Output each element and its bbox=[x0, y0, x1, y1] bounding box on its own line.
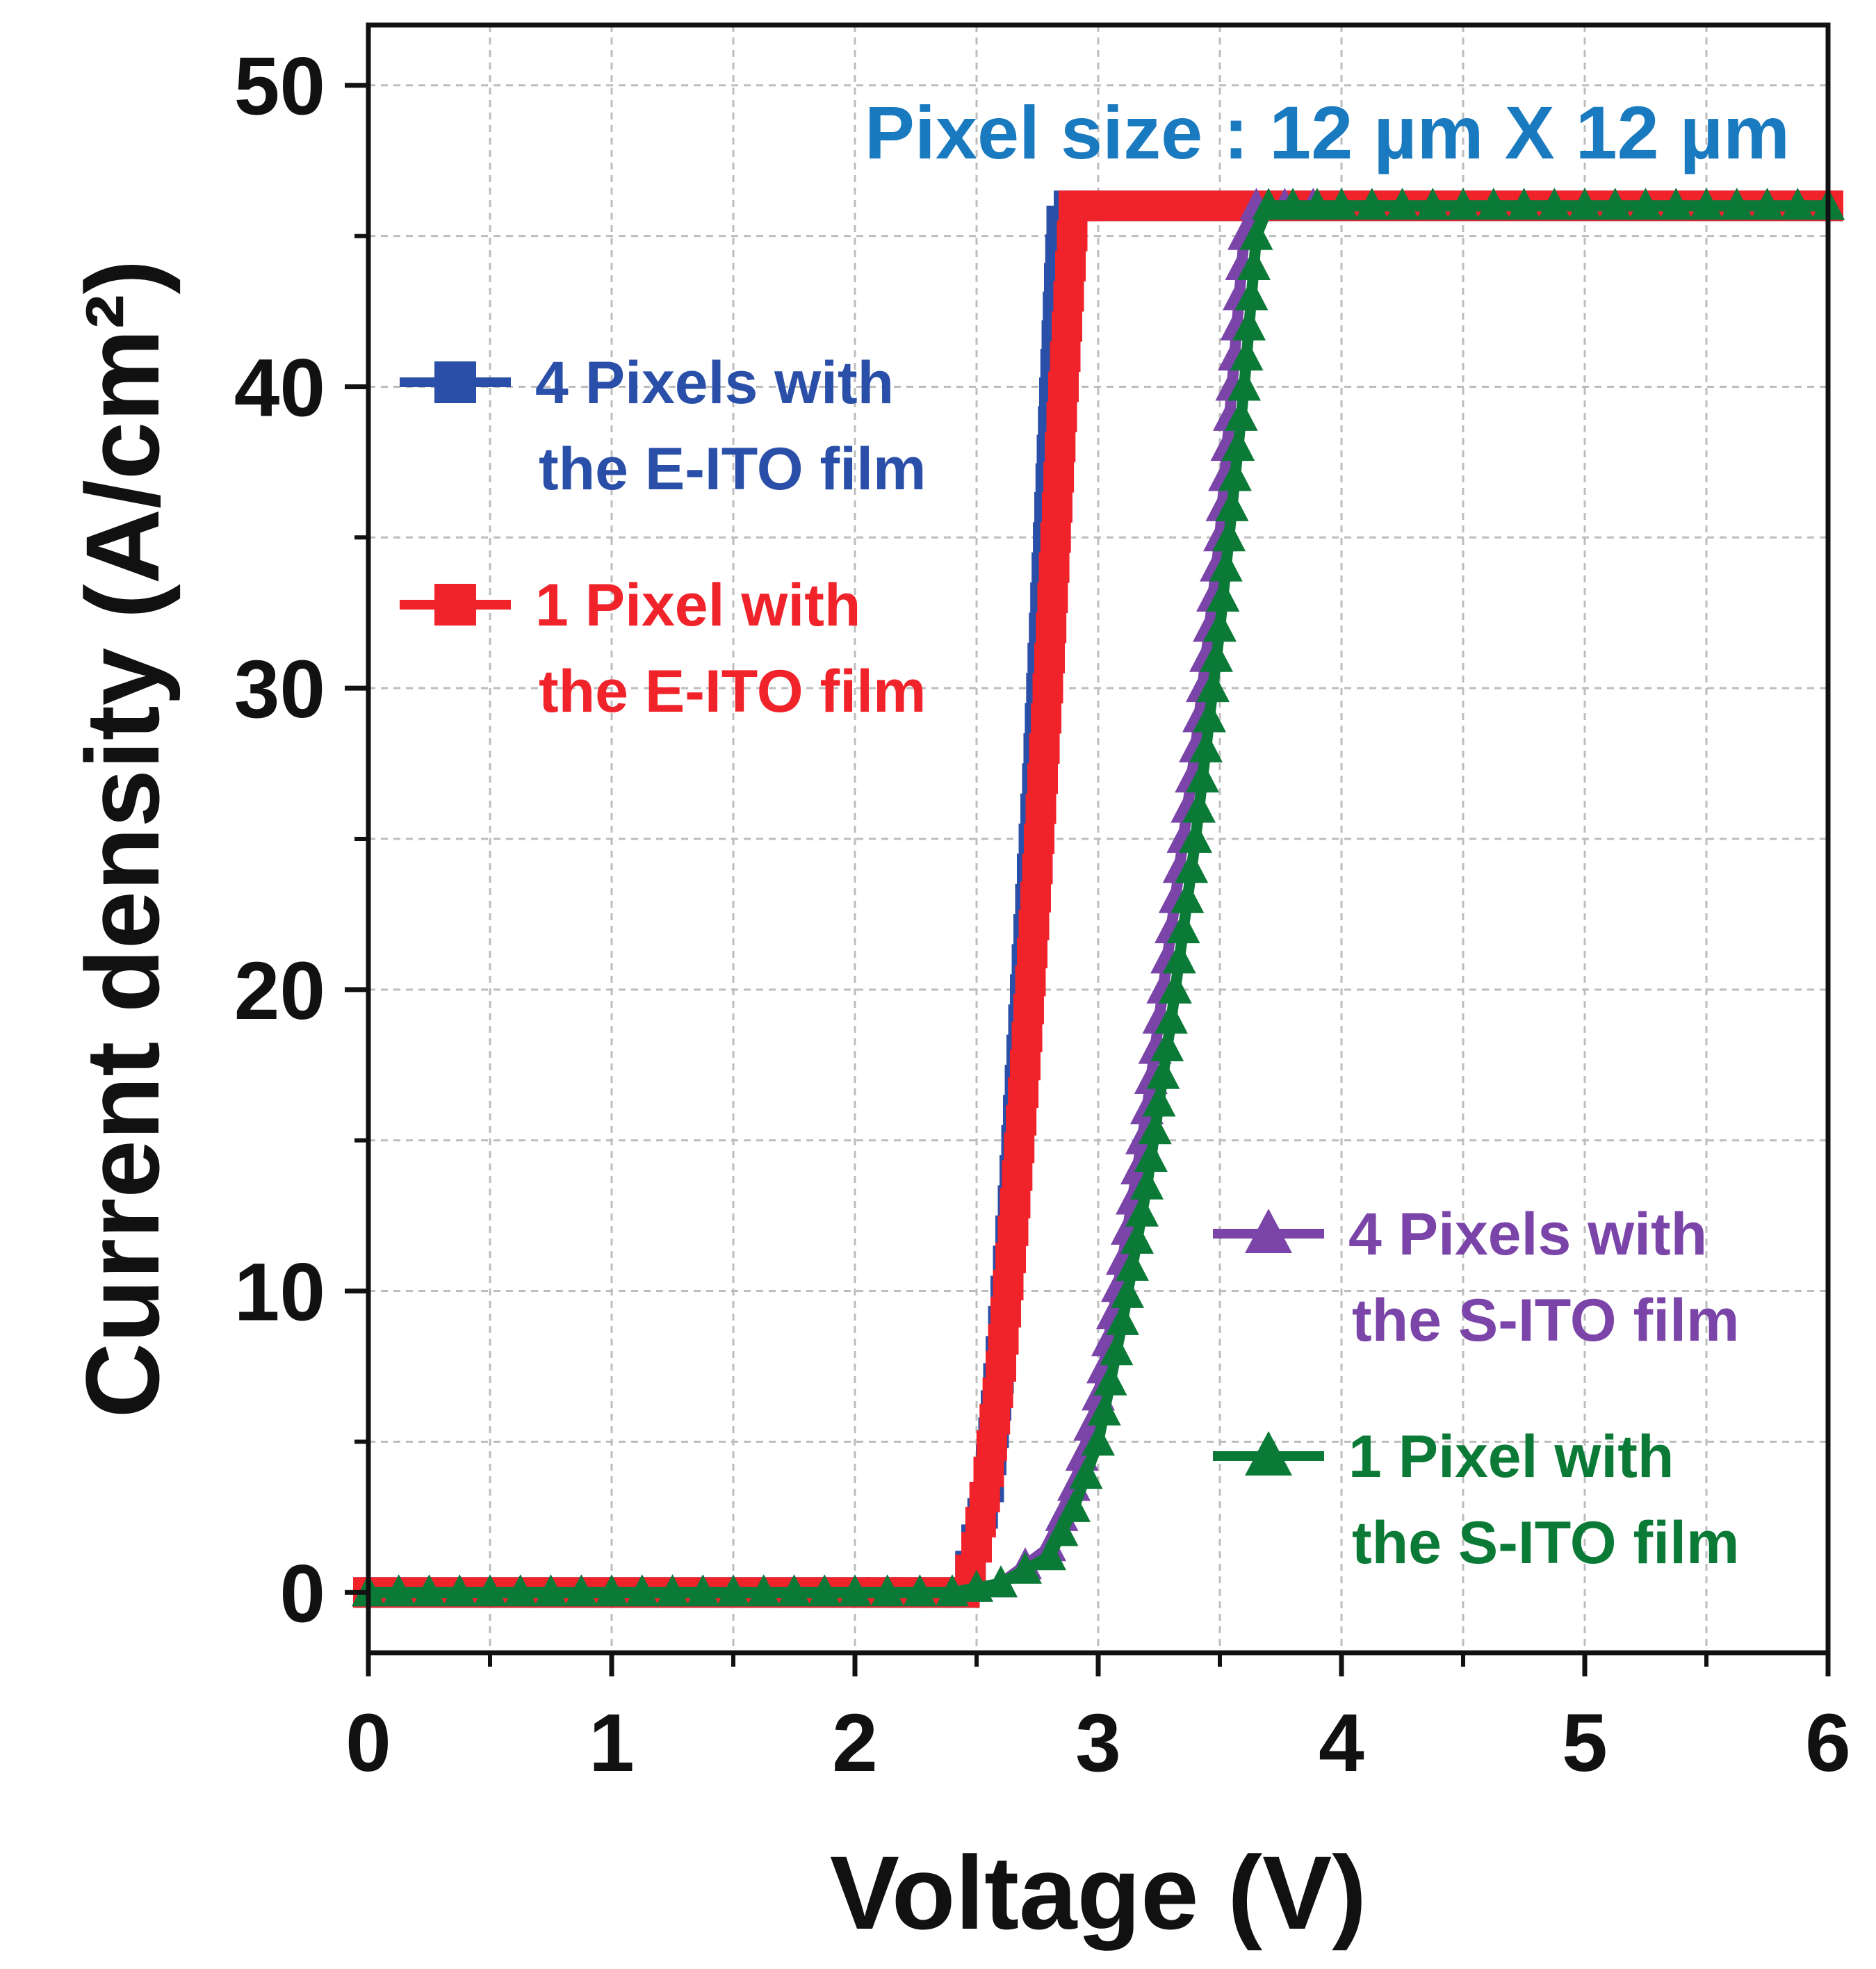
data-point bbox=[1008, 1077, 1038, 1108]
legend-entry-2: 1 Pixel with the E-ITO film bbox=[400, 572, 926, 725]
data-point bbox=[1010, 1049, 1041, 1080]
data-point bbox=[1000, 1188, 1030, 1218]
legend-label: the E-ITO film bbox=[539, 436, 926, 503]
data-point bbox=[1048, 371, 1079, 402]
legend-entry-1: 4 Pixels with the E-ITO film bbox=[400, 350, 926, 503]
data-point bbox=[1019, 910, 1050, 940]
chart: 0 1 2 3 4 5 6 0 10 20 30 40 50 Pixel size : 12 µm X … bbox=[0, 0, 1876, 1969]
data-point bbox=[1043, 462, 1074, 493]
data-point bbox=[1034, 643, 1065, 673]
data-point bbox=[979, 1404, 1010, 1435]
y-axis-title: Current density (A/cm²) bbox=[64, 260, 181, 1419]
data-point bbox=[1020, 882, 1051, 913]
pixel-size-annotation: Pixel size : 12 µm X 12 µm bbox=[865, 90, 1790, 174]
data-point bbox=[1036, 612, 1066, 643]
data-point bbox=[988, 1324, 1019, 1355]
legend-label: 4 Pixels with bbox=[1348, 1201, 1707, 1268]
legend-label: the S-ITO film bbox=[1352, 1510, 1739, 1576]
data-point bbox=[1013, 994, 1044, 1024]
data-point bbox=[1033, 673, 1063, 703]
x-tick-label: 1 bbox=[589, 1697, 635, 1789]
data-point bbox=[1174, 190, 1205, 221]
y-tick-label: 30 bbox=[234, 644, 325, 735]
data-point bbox=[993, 1270, 1024, 1300]
data-point bbox=[1002, 1160, 1032, 1191]
x-tick-label: 5 bbox=[1562, 1697, 1608, 1789]
data-point bbox=[1205, 190, 1235, 221]
legend-entry-3: 4 Pixels with the S-ITO film bbox=[1213, 1201, 1739, 1354]
x-tick-label: 4 bbox=[1319, 1697, 1364, 1789]
data-point bbox=[1054, 281, 1084, 311]
data-point bbox=[986, 1351, 1016, 1382]
legend-label: the S-ITO film bbox=[1352, 1287, 1739, 1354]
data-point bbox=[1114, 190, 1144, 221]
data-point bbox=[995, 1243, 1026, 1273]
data-point bbox=[1047, 402, 1077, 432]
data-point bbox=[1052, 311, 1082, 342]
data-point bbox=[1017, 938, 1047, 968]
x-tick-label: 2 bbox=[832, 1697, 878, 1789]
x-tick-label: 3 bbox=[1075, 1697, 1121, 1789]
data-point bbox=[1055, 251, 1086, 281]
y-tick-label: 20 bbox=[234, 945, 325, 1037]
data-point bbox=[1027, 763, 1058, 794]
legend-marker bbox=[434, 361, 476, 403]
data-point bbox=[1042, 492, 1072, 523]
data-point bbox=[1057, 221, 1088, 252]
data-point bbox=[1041, 522, 1071, 553]
y-tick-label: 0 bbox=[279, 1548, 325, 1640]
legend-label: 1 Pixel with bbox=[535, 572, 860, 639]
data-point bbox=[1045, 432, 1075, 462]
data-point bbox=[1031, 703, 1061, 734]
data-point bbox=[1016, 965, 1046, 996]
data-point bbox=[1012, 1022, 1043, 1052]
y-tick-label: 50 bbox=[234, 41, 325, 133]
data-point bbox=[1029, 733, 1060, 764]
x-axis-title: Voltage (V) bbox=[830, 1834, 1367, 1951]
y-tick-label: 10 bbox=[234, 1247, 325, 1339]
data-point bbox=[1024, 824, 1054, 854]
legend-entry-4: 1 Pixel with the S-ITO film bbox=[1213, 1423, 1739, 1576]
data-point bbox=[977, 1430, 1007, 1461]
data-point bbox=[1006, 1105, 1036, 1136]
legend-label: the E-ITO film bbox=[539, 658, 926, 725]
legend-label: 4 Pixels with bbox=[535, 350, 894, 416]
data-point bbox=[990, 1297, 1021, 1327]
legend-marker bbox=[434, 584, 476, 626]
data-point bbox=[1022, 853, 1053, 884]
data-point bbox=[974, 1457, 1004, 1487]
data-point bbox=[1037, 582, 1068, 613]
x-tick-label: 0 bbox=[345, 1697, 391, 1789]
data-point bbox=[1050, 341, 1081, 372]
y-tick-label: 40 bbox=[234, 342, 325, 434]
data-point bbox=[998, 1216, 1029, 1246]
x-tick-label: 6 bbox=[1805, 1697, 1851, 1789]
data-point bbox=[1026, 794, 1057, 824]
data-point bbox=[1004, 1133, 1034, 1163]
legend-label: 1 Pixel with bbox=[1348, 1423, 1674, 1490]
data-point bbox=[1039, 553, 1070, 583]
data-point bbox=[1144, 190, 1175, 221]
data-point bbox=[1083, 190, 1114, 221]
data-point bbox=[983, 1378, 1013, 1408]
